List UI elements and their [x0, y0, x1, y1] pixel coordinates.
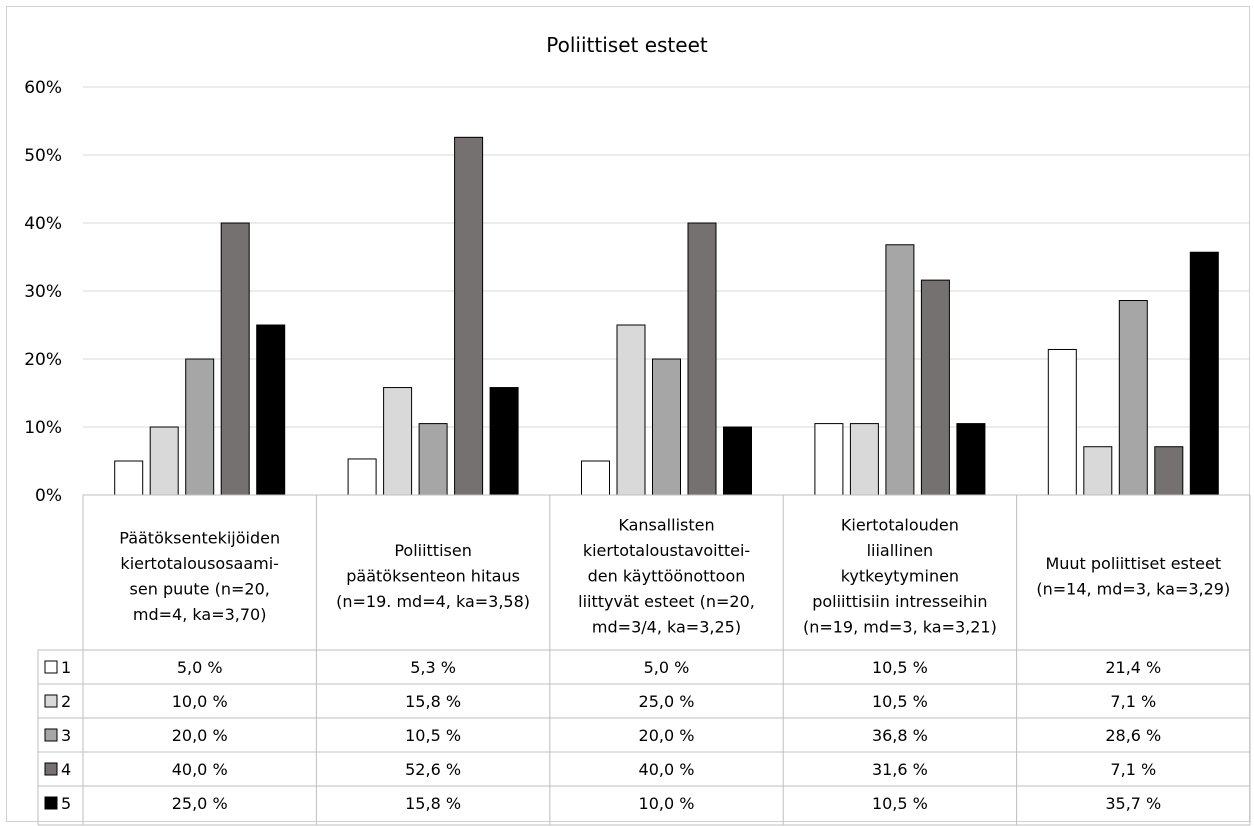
category-label-line: (n=19, md=3, ka=3,21) — [803, 618, 997, 637]
bar — [1083, 446, 1113, 496]
bar — [1047, 348, 1077, 496]
y-tick-label: 60% — [24, 78, 62, 98]
bar — [885, 244, 915, 496]
table-value: 5,3 % — [410, 658, 456, 677]
bar — [489, 387, 519, 496]
data-table: Päätöksentekijöiden kiertotalousosaami-se… — [37, 495, 1251, 826]
bar — [1118, 300, 1148, 496]
category-label-line: den käyttöönottoon — [588, 567, 746, 586]
bar — [814, 423, 844, 496]
table-value: 35,7 % — [1105, 794, 1161, 813]
bar — [956, 423, 986, 496]
bar — [114, 460, 144, 496]
bar — [687, 222, 717, 496]
legend-swatch — [44, 694, 58, 708]
y-tick-label: 40% — [24, 214, 62, 234]
category-label-line: päätöksenteon hitaus — [346, 567, 520, 586]
bar — [723, 426, 752, 496]
y-tick-label: 20% — [24, 350, 62, 370]
bar — [418, 423, 448, 496]
chart-title: Poliittiset esteet — [546, 33, 708, 57]
legend-label: 4 — [61, 760, 71, 779]
bars — [83, 136, 1250, 496]
category-label: Poliittisen päätöksenteon hitaus (n=19. md… — [336, 541, 530, 611]
y-axis-ticks: 0% 10% 20% 30% 40% 50% 60% — [24, 78, 62, 506]
category-label: Päätöksentekijöiden kiertotalousosaami-se… — [119, 528, 280, 624]
category-label-line: (n=14, md=3, ka=3,29) — [1036, 579, 1230, 598]
legend-swatch — [44, 796, 58, 810]
table-value: 20,0 % — [639, 726, 695, 745]
table-value: 21,4 % — [1105, 658, 1161, 677]
table-value: 5,0 % — [644, 658, 690, 677]
category-label-line: kytkeytyminen — [841, 567, 959, 586]
bar — [652, 358, 681, 496]
table-value: 52,6 % — [405, 760, 461, 779]
table-value: 40,0 % — [172, 760, 228, 779]
table-value: 10,5 % — [405, 726, 461, 745]
category-label-line: liittyvät esteet (n=20, — [578, 592, 755, 611]
table-value: 7,1 % — [1110, 692, 1156, 711]
category-label-line: Kansallisten — [618, 516, 714, 535]
table-value: 5,0 % — [177, 658, 223, 677]
bar — [347, 458, 377, 496]
legend-swatch — [44, 762, 58, 776]
table-value: 10,5 % — [872, 794, 928, 813]
bar — [185, 358, 215, 496]
bar — [920, 279, 950, 496]
bar — [149, 426, 179, 496]
category-label: Kiertotalouden liiallinen kytkeytyminen pol… — [803, 516, 997, 637]
category-label: Kansallisten kiertotaloustavoittei-den kä… — [578, 516, 755, 637]
category-label-line: md=3/4, ka=3,25) — [592, 618, 741, 637]
table-value: 20,0 % — [172, 726, 228, 745]
bar — [256, 324, 286, 496]
y-tick-label: 30% — [24, 282, 62, 302]
table-value: 25,0 % — [172, 794, 228, 813]
table-value: 25,0 % — [639, 692, 695, 711]
category-label-line: liiallinen — [867, 541, 934, 560]
category-label-line: Muut poliittiset esteet — [1045, 554, 1221, 573]
category-label-line: md=4, ka=3,70) — [133, 605, 267, 624]
category-label-line: poliittisiin intresseihin — [812, 592, 987, 611]
table-value: 7,1 % — [1110, 760, 1156, 779]
bar — [616, 324, 646, 496]
category-label-line: (n=19. md=4, ka=3,58) — [336, 592, 530, 611]
legend-swatch — [44, 660, 58, 674]
table-value: 31,6 % — [872, 760, 928, 779]
y-tick-label: 10% — [24, 418, 62, 438]
table-value: 10,0 % — [172, 692, 228, 711]
table-value: 15,8 % — [405, 794, 461, 813]
category-label-line: kiertotaloustavoittei- — [583, 541, 750, 560]
bar — [1154, 446, 1184, 496]
chart-frame — [6, 6, 1250, 822]
table-value: 10,5 % — [872, 692, 928, 711]
category-label-line: Poliittisen — [394, 541, 472, 560]
bar — [1189, 251, 1219, 496]
bar — [581, 460, 610, 496]
table-value: 15,8 % — [405, 692, 461, 711]
table-value: 10,5 % — [872, 658, 928, 677]
bar — [454, 136, 484, 496]
category-label: Muut poliittiset esteet (n=14, md=3, ka=3… — [1036, 554, 1230, 599]
legend-label: 2 — [61, 692, 71, 711]
category-label-line: Kiertotalouden — [841, 516, 959, 535]
y-tick-label: 50% — [24, 146, 62, 166]
y-tick-label: 0% — [35, 486, 62, 506]
legend-swatch — [44, 728, 58, 742]
category-label-line: Päätöksentekijöiden — [119, 528, 280, 547]
legend-label: 1 — [61, 658, 71, 677]
legend-label: 5 — [61, 794, 71, 813]
table-value: 36,8 % — [872, 726, 928, 745]
table-value: 28,6 % — [1105, 726, 1161, 745]
table-value: 10,0 % — [639, 794, 695, 813]
legend-label: 3 — [61, 726, 71, 745]
category-label-line: kiertotalousosaami- — [120, 554, 279, 573]
bar — [849, 423, 879, 496]
bar — [220, 222, 250, 496]
table-value: 40,0 % — [639, 760, 695, 779]
category-label-line: sen puute (n=20, — [130, 579, 270, 598]
bar — [383, 387, 413, 496]
